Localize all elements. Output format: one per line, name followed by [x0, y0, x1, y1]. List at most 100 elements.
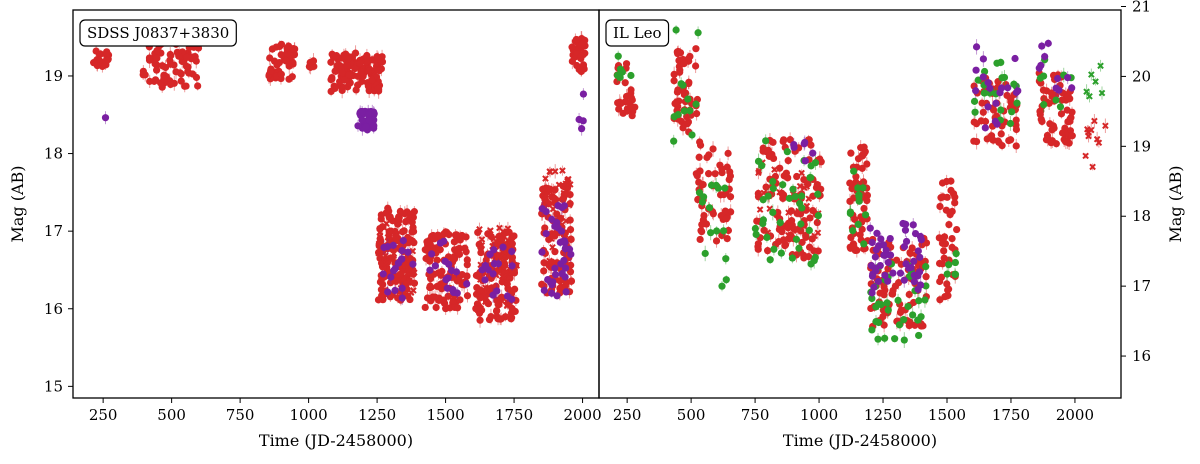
data-point-red: [421, 303, 429, 312]
data-point-red-cross: [811, 232, 818, 240]
data-point-purple: [972, 43, 981, 51]
data-point-red: [938, 179, 947, 187]
data-point-red: [779, 137, 787, 146]
data-point-red: [181, 82, 189, 90]
data-point-green: [718, 282, 726, 290]
data-point-red-cross: [508, 269, 516, 276]
data-point-red-cross: [550, 187, 557, 194]
data-point-red-cross: [1089, 163, 1096, 171]
data-point-red: [476, 286, 484, 294]
data-point-red-cross: [549, 244, 556, 251]
data-point-red-cross: [559, 167, 566, 174]
y-tick-label: 19: [1132, 137, 1151, 155]
data-point-red-cross: [395, 219, 403, 227]
data-point-purple: [972, 66, 980, 74]
data-point-purple: [910, 257, 918, 265]
x-tick-label: 1750: [992, 406, 1030, 424]
data-point-red: [765, 152, 773, 160]
data-point-red: [540, 267, 548, 275]
data-point-red: [863, 160, 871, 168]
data-point-red-cross: [382, 252, 389, 259]
data-point-purple: [889, 269, 897, 277]
data-point-green-cross: [1097, 62, 1104, 70]
data-point-red: [812, 183, 821, 192]
data-point-red: [946, 211, 954, 219]
data-point-purple: [399, 237, 407, 245]
data-point-green: [705, 204, 714, 212]
data-point-green: [769, 208, 777, 216]
data-point-red-cross: [1091, 117, 1098, 125]
data-point-red-cross: [786, 221, 794, 229]
data-point-red: [577, 52, 585, 60]
data-point-purple: [578, 125, 586, 133]
data-point-green: [849, 227, 857, 235]
data-point-red-cross: [546, 257, 553, 265]
data-point-green: [798, 204, 806, 212]
data-point-red-cross: [386, 230, 394, 237]
x-tick-label: 500: [677, 406, 706, 424]
data-point-red: [852, 173, 860, 181]
data-point-green: [722, 255, 730, 263]
data-point-purple: [354, 122, 362, 130]
data-point-red: [374, 84, 382, 93]
data-point-purple: [866, 224, 874, 232]
data-point-red: [940, 247, 948, 255]
data-point-purple: [552, 271, 560, 279]
data-point-green: [807, 174, 815, 182]
data-point-purple: [398, 294, 406, 302]
data-point-red: [266, 54, 274, 62]
data-point-red: [922, 273, 930, 281]
data-point-red: [859, 178, 868, 186]
data-point-red: [356, 59, 364, 68]
data-point-red: [160, 75, 168, 83]
data-point-purple: [379, 270, 387, 278]
data-point-red-cross: [375, 249, 382, 257]
data-point-red: [434, 269, 443, 277]
data-point-purple: [508, 262, 516, 270]
data-point-red: [288, 73, 296, 81]
x-tick-label: 2000: [1056, 406, 1094, 424]
data-point-red: [183, 53, 191, 62]
data-point-red: [423, 238, 431, 246]
data-point-green: [1036, 74, 1044, 82]
data-point-purple: [365, 116, 373, 124]
data-point-green: [881, 334, 889, 342]
data-point-red: [945, 220, 953, 229]
data-point-red: [567, 235, 575, 243]
data-point-green: [904, 302, 912, 311]
data-point-purple: [881, 271, 889, 280]
data-point-purple: [561, 273, 569, 281]
data-point-red: [805, 252, 813, 261]
data-point-red: [1047, 89, 1056, 97]
data-point-red-cross: [478, 236, 486, 243]
data-point-green: [943, 270, 951, 278]
data-point-green: [860, 240, 868, 248]
x-tick-label: 250: [613, 406, 642, 424]
data-point-purple: [404, 248, 412, 256]
data-point-red-cross: [563, 184, 571, 192]
data-point-green: [795, 244, 803, 252]
data-point-red: [453, 277, 461, 285]
data-point-purple: [560, 256, 568, 265]
data-point-red: [395, 213, 403, 222]
x-tick-label: 750: [226, 406, 255, 424]
data-point-red: [476, 294, 484, 302]
data-point-purple: [370, 110, 378, 118]
data-point-red: [496, 315, 504, 323]
data-point-red: [1040, 94, 1048, 103]
data-point-red: [674, 49, 682, 58]
data-point-red: [1058, 129, 1067, 137]
data-point-purple: [911, 230, 920, 238]
data-point-red: [1066, 117, 1074, 125]
data-point-red: [507, 315, 515, 323]
data-point-purple: [790, 143, 798, 152]
data-point-green: [713, 227, 721, 235]
data-point-green: [670, 137, 678, 145]
data-point-red: [151, 76, 160, 84]
data-point-green: [807, 162, 815, 170]
data-point-green: [688, 131, 696, 139]
data-point-red: [798, 238, 806, 247]
data-point-red-cross: [785, 232, 792, 239]
data-point-red: [327, 87, 335, 96]
